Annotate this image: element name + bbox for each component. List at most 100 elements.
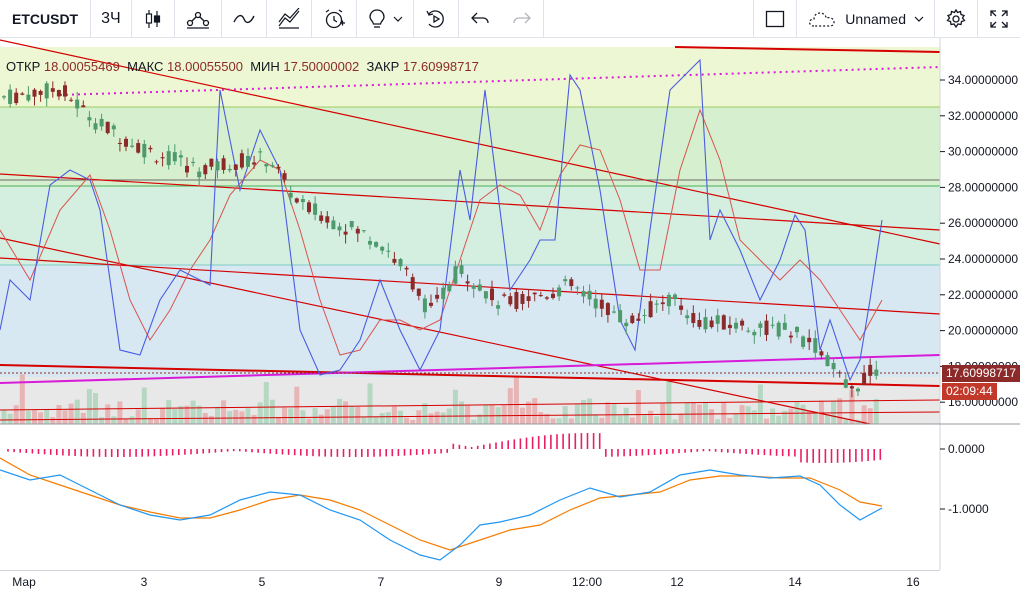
symbol-button[interactable]: ETCUSDT: [0, 0, 92, 38]
candle-body: [831, 363, 836, 370]
alert-button[interactable]: [312, 0, 357, 38]
volume-bar: [391, 406, 397, 424]
price-tick-label: 28.00000000: [948, 180, 1018, 194]
time-tick: 16: [906, 575, 920, 589]
ohlc-high-label: МАКС: [127, 59, 164, 74]
candle-body: [508, 296, 513, 305]
candle-body: [246, 155, 250, 167]
volume-bar: [80, 412, 86, 424]
volume-bar: [788, 408, 794, 424]
volume-bar: [154, 419, 159, 424]
alert-icon: [325, 8, 345, 28]
volume-bar: [410, 419, 416, 424]
candle-body: [581, 291, 586, 297]
price-tick-label: 30.00000000: [948, 145, 1018, 159]
chevron-down-icon: [914, 16, 924, 22]
volume-bar: [32, 410, 37, 424]
magenta-dotted-line: [59, 66, 941, 96]
price-axis[interactable]: 34.00000000 32.00000000 30.00000000 28.0000…: [940, 73, 1018, 409]
candle-body: [8, 89, 13, 104]
ohlc-low-label: МИН: [250, 59, 280, 74]
candle-body: [215, 161, 220, 171]
candle-body: [111, 125, 116, 130]
candle-body: [599, 299, 604, 309]
volume-bar: [501, 405, 507, 424]
candle-body: [837, 372, 842, 374]
candle-body: [874, 369, 879, 376]
interval-button[interactable]: 3Ч: [91, 0, 132, 38]
candle-body: [32, 89, 37, 97]
candle-body: [605, 303, 610, 316]
candle-body: [685, 315, 690, 319]
candle-body: [679, 305, 684, 310]
volume-bar: [276, 417, 281, 424]
layout-button[interactable]: Unnamed: [797, 0, 935, 38]
volume-bar: [843, 419, 849, 424]
volume-bar: [733, 413, 739, 424]
candle-body: [709, 320, 714, 328]
volume-bar: [215, 406, 220, 424]
trend-line: [0, 237, 871, 425]
volume-bar: [715, 419, 721, 424]
candle-body: [172, 152, 177, 162]
trend-line: [674, 46, 941, 53]
candle-body: [849, 386, 854, 389]
idea-button[interactable]: [357, 0, 414, 38]
volume-bar: [196, 405, 202, 424]
volume-bar: [806, 410, 812, 424]
candle-body: [514, 292, 519, 309]
band-blue: [0, 265, 940, 377]
volume-bar: [642, 415, 647, 424]
candle-body: [727, 324, 732, 329]
volume-bar: [312, 408, 318, 424]
candle-body: [575, 287, 580, 289]
volume-bar: [629, 417, 635, 424]
time-tick: 12:00: [571, 575, 603, 589]
price-tick-label: 24.00000000: [948, 252, 1018, 266]
volume-bar: [86, 389, 92, 424]
redo-button[interactable]: [501, 0, 544, 38]
candle-body: [410, 277, 415, 290]
settings-button[interactable]: [935, 0, 978, 38]
candle-body: [349, 221, 354, 228]
volume-bar: [526, 401, 532, 424]
candle-body: [459, 265, 464, 274]
candle-body: [81, 105, 86, 108]
chart-canvas[interactable]: 34.00000000 32.00000000 30.00000000 28.0000…: [0, 38, 1020, 570]
volume-bar: [849, 389, 855, 424]
last-price-tag: 17.60998717: [942, 365, 1020, 382]
volume-bar: [68, 403, 74, 424]
fullscreen-rect-button[interactable]: [753, 0, 798, 38]
candle-body: [117, 142, 122, 145]
volume-bar: [147, 418, 153, 424]
macd-axis[interactable]: 0.0000 -1.0000: [940, 442, 989, 516]
candle-body: [746, 330, 751, 332]
volume-bar: [44, 409, 50, 424]
candle-body: [368, 240, 372, 245]
macd-tick-label: -1.0000: [948, 502, 989, 516]
undo-button[interactable]: [459, 0, 501, 38]
indicators-button[interactable]: [175, 0, 222, 38]
volume-bar: [367, 383, 373, 424]
time-axis[interactable]: Мар 3 5 7 9 12:00 12 14 16: [0, 570, 940, 594]
volume-bar: [593, 414, 599, 424]
volume-bar: [422, 403, 428, 424]
candle-body: [660, 302, 665, 305]
line-tool-icon: [233, 14, 255, 23]
expand-button[interactable]: [978, 0, 1020, 38]
volume-bar: [452, 389, 458, 424]
candle-body: [764, 320, 769, 335]
fib-button[interactable]: [267, 0, 312, 38]
magenta-line: [0, 354, 941, 384]
volume-bar: [7, 413, 13, 424]
candle-body: [105, 121, 110, 134]
replay-button[interactable]: [414, 0, 459, 38]
chart-type-button[interactable]: [132, 0, 175, 38]
candle-body: [398, 259, 403, 267]
volume-bar: [379, 413, 385, 424]
candle-body: [355, 228, 360, 234]
volume-bar: [623, 407, 629, 424]
candle-body: [325, 216, 330, 223]
candle-body: [239, 153, 244, 168]
line-tool-button[interactable]: [222, 0, 267, 38]
